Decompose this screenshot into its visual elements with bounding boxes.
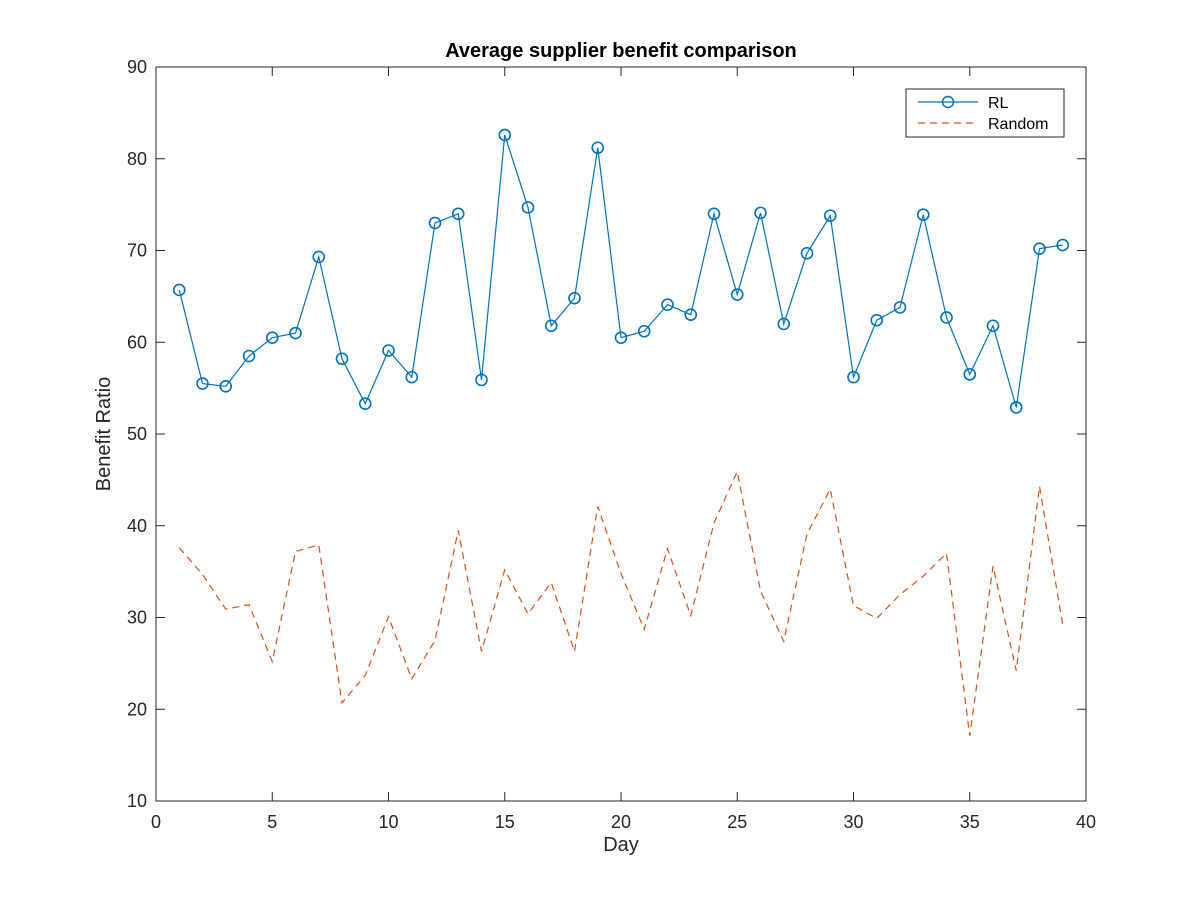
y-tick-label: 40 — [127, 516, 147, 536]
plot-area — [156, 67, 1086, 801]
data-point-rl — [196, 377, 209, 390]
x-tick-label: 35 — [960, 812, 980, 832]
chart-title: Average supplier benefit comparison — [445, 40, 797, 62]
data-point-rl — [963, 368, 977, 381]
data-point-rl — [637, 324, 651, 338]
data-point-rl — [335, 352, 349, 366]
data-point-rl — [800, 246, 814, 260]
data-point-rl — [591, 141, 605, 155]
x-tick-label: 15 — [495, 812, 515, 832]
y-tick-label: 60 — [127, 332, 147, 352]
data-point-rl — [521, 201, 535, 214]
x-tick-label: 0 — [151, 812, 161, 832]
data-point-rl — [451, 207, 465, 221]
data-point-rl — [940, 311, 953, 324]
x-tick-label: 25 — [727, 812, 747, 832]
tick-labels: 0 5 10 15 20 25 30 35 40 10 20 30 40 50 60 70 80 90 — [127, 57, 1096, 832]
data-point-rl — [1009, 401, 1023, 414]
series-group — [172, 128, 1070, 736]
data-point-rl — [986, 319, 1000, 333]
data-point-rl — [916, 208, 930, 222]
x-tick-label: 30 — [843, 812, 863, 832]
data-point-rl — [358, 397, 372, 411]
data-point-rl — [312, 250, 326, 264]
legend: RL Random — [905, 88, 1065, 138]
data-point-rl — [242, 349, 256, 363]
x-tick-label: 40 — [1076, 812, 1096, 832]
legend-box — [905, 88, 1065, 138]
y-tick-label: 10 — [127, 791, 147, 811]
x-tick-label: 20 — [611, 812, 631, 832]
data-point-rl — [498, 128, 512, 142]
data-point-rl — [754, 206, 767, 220]
data-point-rl — [661, 298, 674, 311]
data-point-rl — [289, 326, 302, 340]
x-tick-label: 10 — [378, 812, 398, 832]
data-point-rl — [684, 308, 698, 322]
y-tick-label: 90 — [127, 57, 147, 77]
data-point-rl — [1033, 242, 1046, 255]
y-axis-label: Benefit Ratio — [93, 377, 115, 492]
data-point-rl — [544, 319, 558, 333]
data-point-rl — [614, 331, 628, 344]
data-point-rl — [568, 291, 581, 305]
y-tick-label: 20 — [127, 699, 147, 719]
series-line-random — [178, 469, 1064, 736]
legend-marker-rl — [941, 95, 955, 109]
x-tick-label: 5 — [267, 812, 277, 832]
data-point-rl — [219, 379, 233, 393]
legend-label-rl: RL — [988, 95, 1009, 112]
data-point-rl — [870, 313, 884, 327]
data-point-rl — [1056, 238, 1070, 252]
data-point-rl — [707, 207, 721, 221]
data-point-rl — [382, 344, 395, 357]
y-tick-label: 80 — [127, 149, 147, 169]
axes-box — [155, 66, 1087, 802]
data-point-rl — [777, 317, 791, 331]
data-point-rl — [823, 209, 837, 222]
data-point-rl — [893, 301, 907, 314]
data-point-rl — [847, 370, 860, 384]
data-point-rl — [172, 283, 186, 297]
data-point-rl — [405, 370, 419, 384]
data-point-rl — [428, 216, 442, 230]
data-point-rl — [265, 331, 279, 344]
series-line-rl — [178, 134, 1063, 408]
data-point-rl — [475, 373, 488, 387]
data-point-rl — [730, 288, 744, 301]
y-tick-label: 30 — [127, 608, 147, 628]
y-tick-label: 50 — [127, 424, 147, 444]
x-axis-label: Day — [603, 834, 639, 856]
y-tick-label: 70 — [127, 241, 147, 261]
legend-label-random: Random — [988, 116, 1048, 133]
